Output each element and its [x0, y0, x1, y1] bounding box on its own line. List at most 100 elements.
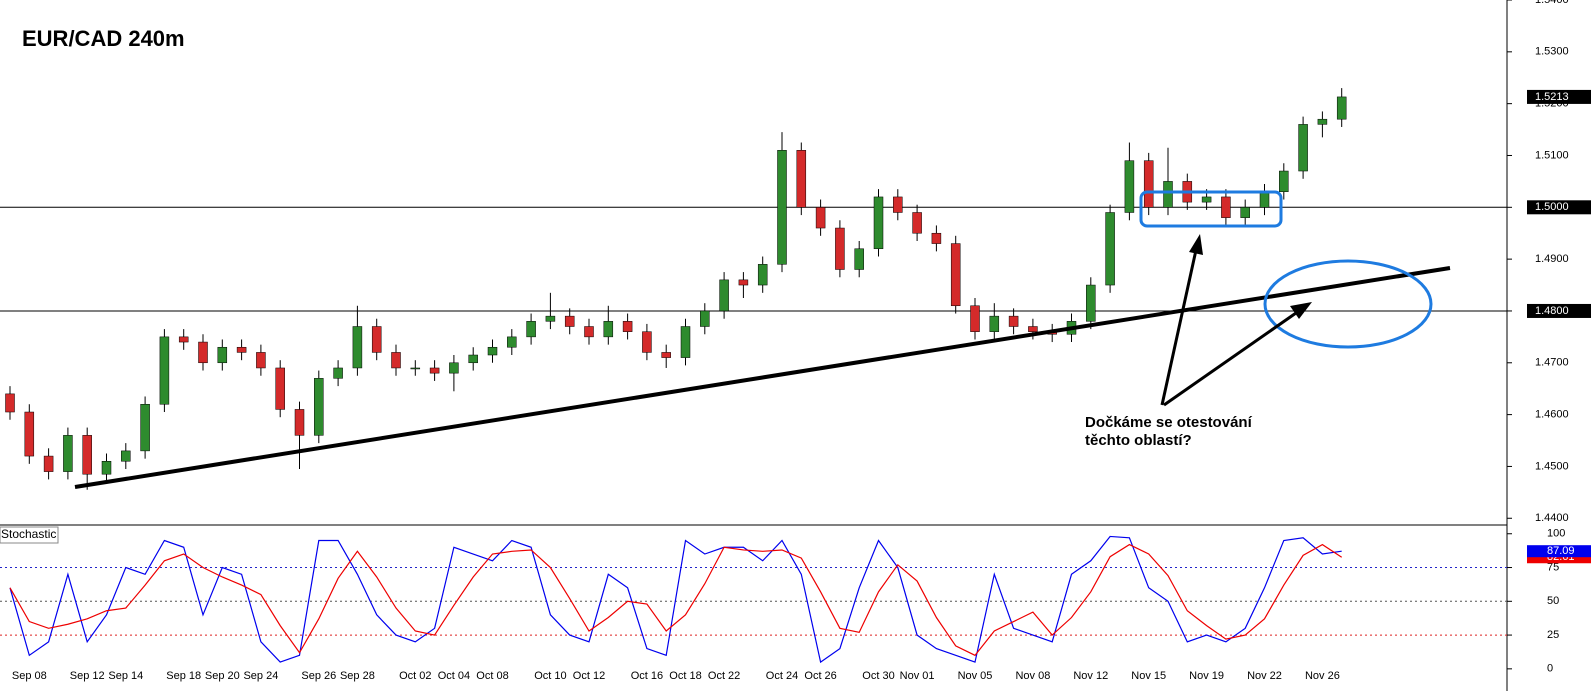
- candle-body: [294, 409, 305, 436]
- level-label: 1.5000: [1535, 201, 1569, 213]
- candle-body: [333, 367, 343, 379]
- price-label-box: [1527, 89, 1591, 104]
- y-tick-label: 1.4500: [1535, 460, 1569, 472]
- value-label-box: [1527, 545, 1591, 558]
- candle-body: [719, 279, 729, 312]
- y-tick-label: 1.5100: [1535, 149, 1569, 161]
- highlight-box: [1139, 190, 1283, 228]
- x-tick-label: Nov 12: [1073, 670, 1108, 682]
- candle-body: [545, 315, 556, 322]
- y-tick-label: 1.5300: [1535, 46, 1569, 58]
- candle-body: [217, 346, 228, 364]
- candle-body: [873, 196, 884, 250]
- candle-body: [893, 196, 903, 213]
- x-tick-label: Oct 16: [631, 670, 663, 682]
- candle-body: [1259, 191, 1270, 208]
- x-tick-label: Nov 01: [900, 670, 935, 682]
- candle-body: [1201, 196, 1212, 203]
- x-tick-label: Oct 02: [399, 670, 431, 682]
- indicator-label: Stochastic: [1, 527, 56, 541]
- level-label-box: [1527, 200, 1591, 215]
- candle-body: [661, 352, 671, 358]
- candle-body: [584, 326, 594, 338]
- x-tick-label: Nov 08: [1015, 670, 1050, 682]
- x-tick-label: Nov 05: [958, 670, 993, 682]
- candle-body: [989, 315, 1000, 332]
- arrow-head: [1290, 302, 1312, 319]
- candle-body: [1105, 212, 1115, 286]
- candle-body: [700, 310, 710, 327]
- candle-body: [1336, 96, 1347, 120]
- candle-body: [487, 346, 498, 356]
- candle-body: [912, 212, 922, 234]
- candle-body: [950, 243, 961, 307]
- candle-body: [1163, 181, 1173, 208]
- candle-body: [1298, 124, 1308, 172]
- trend-line: [74, 266, 1451, 489]
- x-tick-label: Nov 19: [1189, 670, 1224, 682]
- stochastic-panel: 025507510082.6187.09: [0, 528, 1591, 675]
- y-tick-label: 1.5400: [1535, 0, 1569, 6]
- x-tick-label: Sep 28: [340, 670, 375, 682]
- x-tick-label: Sep 08: [12, 670, 47, 682]
- candle-body: [121, 450, 131, 462]
- y-tick-label: 1.4700: [1535, 357, 1569, 369]
- candle-body: [1279, 170, 1289, 193]
- candle-body: [275, 367, 285, 410]
- x-tick-label: Oct 22: [708, 670, 740, 682]
- candle-body: [1008, 315, 1019, 327]
- x-tick-label: Sep 12: [70, 670, 105, 682]
- candle-body: [835, 227, 845, 270]
- x-tick-label: Sep 20: [205, 670, 240, 682]
- indicator-label-box: [0, 526, 59, 544]
- candle-body: [256, 352, 266, 369]
- candle-body: [854, 248, 864, 270]
- candle-body: [564, 315, 575, 327]
- highlight-ellipse: [1263, 259, 1433, 349]
- stochastic-line: [9, 543, 1343, 657]
- candle-body: [738, 279, 749, 286]
- x-tick-label: Oct 04: [438, 670, 470, 682]
- candle-body: [352, 326, 363, 369]
- candle-body: [1221, 196, 1231, 218]
- y-tick-label: 0: [1547, 663, 1553, 675]
- arrow: [1160, 249, 1198, 406]
- y-tick-label: 50: [1547, 595, 1559, 607]
- candle-body: [970, 305, 980, 332]
- x-tick-label: Oct 24: [766, 670, 798, 682]
- y-tick-label: 1.4600: [1535, 409, 1569, 421]
- x-tick-label: Sep 14: [108, 670, 143, 682]
- value-label: 87.09: [1547, 545, 1575, 557]
- stochastic-line: [9, 535, 1342, 664]
- candle-body: [680, 326, 691, 358]
- x-tick-label: Oct 30: [862, 670, 894, 682]
- candle-body: [314, 378, 324, 436]
- candle-body: [24, 411, 35, 457]
- candle-body: [43, 455, 54, 472]
- candle-body: [931, 232, 942, 244]
- x-tick-label: Oct 26: [804, 670, 836, 682]
- candle-body: [777, 150, 787, 265]
- candle-body: [391, 352, 401, 369]
- x-tick-label: Nov 22: [1247, 670, 1282, 682]
- y-tick-label: 1.4400: [1535, 512, 1569, 524]
- candle-body: [642, 331, 652, 353]
- x-tick-label: Sep 26: [301, 670, 336, 682]
- x-tick-label: Oct 12: [573, 670, 605, 682]
- candle-body: [507, 336, 517, 348]
- y-tick-label: 25: [1547, 629, 1559, 641]
- candle-body: [63, 435, 73, 472]
- candle-body: [796, 150, 807, 208]
- candle-body: [140, 403, 150, 452]
- candle-body: [5, 393, 15, 413]
- candle-body: [449, 362, 459, 374]
- candle-body: [1317, 118, 1328, 125]
- arrow-head: [1189, 234, 1203, 255]
- candle-body: [178, 336, 189, 343]
- y-tick-label: 75: [1547, 561, 1559, 573]
- y-tick-label: 100: [1547, 528, 1565, 540]
- candle-body: [526, 321, 536, 338]
- annotation-text: těchto oblastí?: [1085, 432, 1192, 449]
- candle-body: [815, 207, 826, 229]
